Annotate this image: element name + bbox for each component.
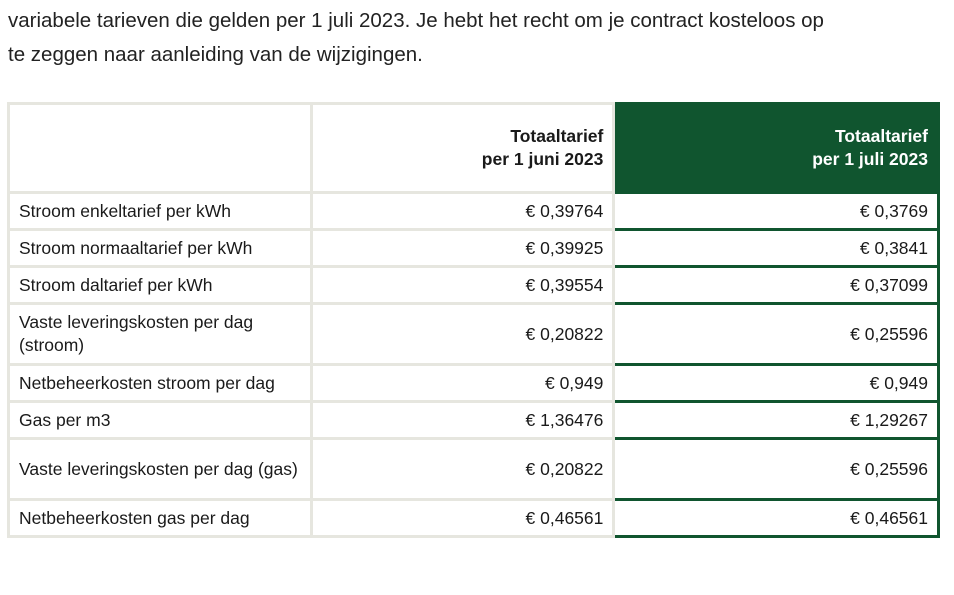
old-tariff-value: € 1,36476 [309, 400, 616, 440]
new-tariff-value: € 1,29267 [612, 400, 940, 440]
table-row: Stroom daltarief per kWh € 0,39554 € 0,3… [7, 265, 940, 305]
table-row: Vaste leveringskosten per dag (gas) € 0,… [7, 437, 940, 501]
old-tariff-value: € 0,20822 [309, 302, 616, 366]
new-tariff-value: € 0,37099 [612, 265, 940, 305]
old-tariff-value: € 0,39554 [309, 265, 616, 305]
header-new-line-1: Totaaltarief [834, 126, 928, 146]
old-tariff-value: € 0,20822 [309, 437, 616, 501]
row-label: Stroom normaaltarief per kWh [7, 228, 313, 268]
new-tariff-value: € 0,949 [612, 363, 940, 403]
tariff-table: Totaaltarief per 1 juni 2023 Totaaltarie… [7, 102, 940, 538]
header-new-line-2: per 1 juli 2023 [812, 149, 928, 169]
table-row: Vaste leveringskosten per dag (stroom) €… [7, 302, 940, 366]
table-row: Stroom normaaltarief per kWh € 0,39925 €… [7, 228, 940, 268]
table-row: Stroom enkeltarief per kWh € 0,39764 € 0… [7, 191, 940, 231]
table-row: Netbeheerkosten stroom per dag € 0,949 €… [7, 363, 940, 403]
new-tariff-value: € 0,25596 [612, 302, 940, 366]
row-label: Vaste leveringskosten per dag (gas) [7, 437, 313, 501]
intro-line-2: te zeggen naar aanleiding van de wijzigi… [8, 43, 423, 66]
table-row: Netbeheerkosten gas per dag € 0,46561 € … [7, 498, 940, 538]
row-label: Netbeheerkosten stroom per dag [7, 363, 313, 403]
old-tariff-value: € 0,39764 [309, 191, 616, 231]
table-header-row: Totaaltarief per 1 juni 2023 Totaaltarie… [7, 102, 940, 194]
old-tariff-value: € 0,46561 [309, 498, 616, 538]
header-old-line-1: Totaaltarief [510, 126, 604, 146]
old-tariff-value: € 0,949 [309, 363, 616, 403]
new-tariff-value: € 0,3769 [612, 191, 940, 231]
row-label: Netbeheerkosten gas per dag [7, 498, 313, 538]
row-label: Stroom enkeltarief per kWh [7, 191, 313, 231]
row-label: Vaste leveringskosten per dag (stroom) [7, 302, 313, 366]
intro-line-1: variabele tarieven die gelden per 1 juli… [8, 9, 824, 32]
new-tariff-value: € 0,46561 [612, 498, 940, 538]
header-label-cell [7, 102, 313, 194]
old-tariff-value: € 0,39925 [309, 228, 616, 268]
header-old-tariff: Totaaltarief per 1 juni 2023 [309, 102, 616, 194]
header-new-tariff: Totaaltarief per 1 juli 2023 [612, 102, 940, 194]
new-tariff-value: € 0,25596 [612, 437, 940, 501]
intro-paragraph: variabele tarieven die gelden per 1 juli… [8, 4, 948, 72]
table-row: Gas per m3 € 1,36476 € 1,29267 [7, 400, 940, 440]
new-tariff-value: € 0,3841 [612, 228, 940, 268]
header-old-line-2: per 1 juni 2023 [481, 149, 604, 169]
row-label: Stroom daltarief per kWh [7, 265, 313, 305]
row-label: Gas per m3 [7, 400, 313, 440]
